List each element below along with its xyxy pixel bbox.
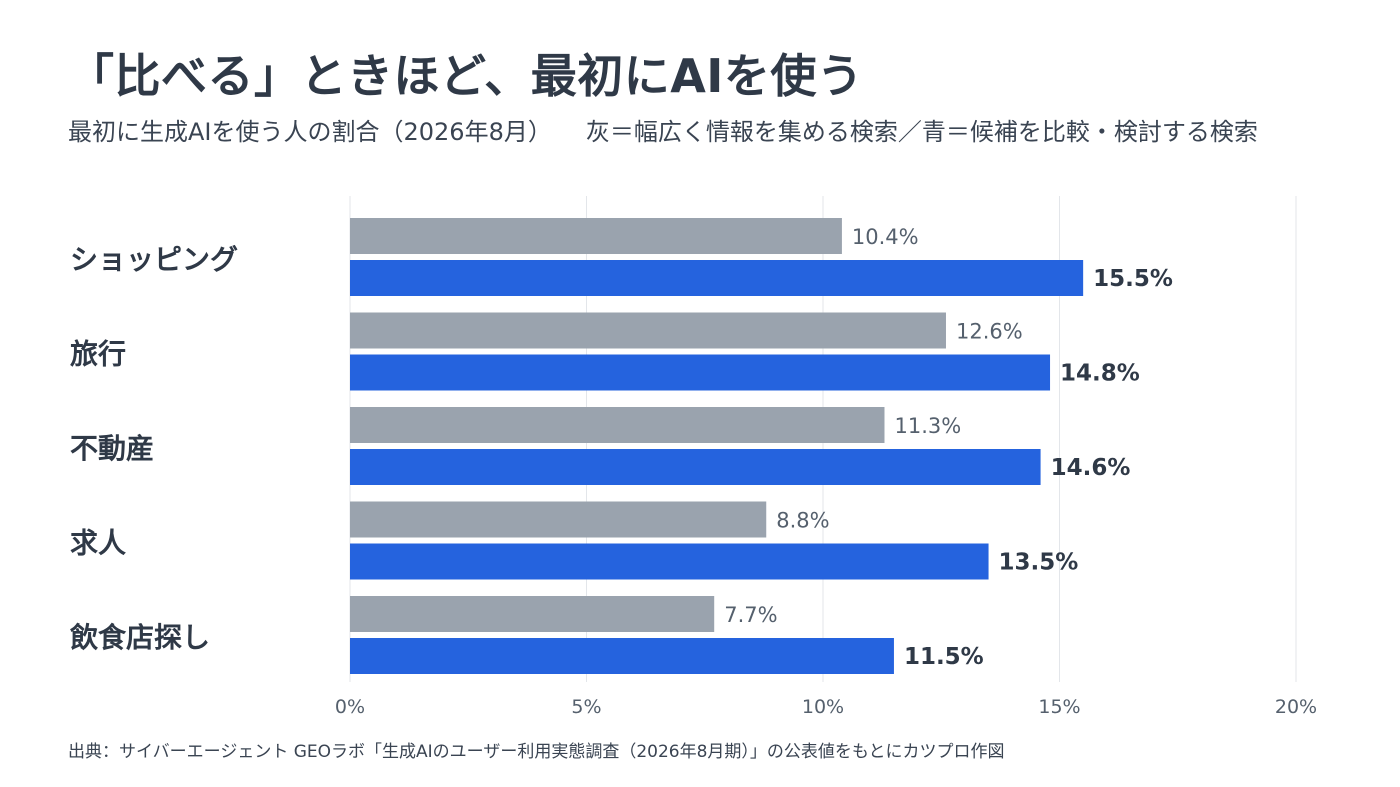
data-label: 12.6% <box>956 320 1023 344</box>
bar-blue <box>350 638 894 674</box>
data-label: 14.8% <box>1060 361 1140 387</box>
data-label: 13.5% <box>999 550 1079 576</box>
x-tick-label: 5% <box>571 696 601 718</box>
data-label: 14.6% <box>1051 455 1131 481</box>
x-tick-label: 0% <box>335 696 365 718</box>
bar-blue <box>350 260 1084 296</box>
bar-gray <box>350 218 842 254</box>
chart-title: 「比べる」ときほど、最初にAIを使う <box>68 49 864 103</box>
bar-blue <box>350 354 1051 391</box>
data-label: 15.5% <box>1093 266 1173 292</box>
legend-note: 灰＝幅広く情報を集める検索／青＝候補を比較・検討する検索 <box>585 118 1258 146</box>
data-label: 11.3% <box>894 414 961 438</box>
category-label: 旅行 <box>70 338 126 371</box>
bar-gray <box>350 312 946 349</box>
category-label: 不動産 <box>70 432 154 465</box>
data-label: 8.8% <box>776 509 829 533</box>
x-tick-label: 15% <box>1038 696 1080 718</box>
bar-gray <box>350 407 885 443</box>
data-label: 7.7% <box>724 603 777 627</box>
bar-blue <box>350 543 989 580</box>
subtitle-text: 最初に生成AIを使う人の割合（2026年8月） <box>68 118 552 146</box>
chart-subtitle: 最初に生成AIを使う人の割合（2026年8月） 灰＝幅広く情報を集める検索／青＝候… <box>68 112 1258 147</box>
data-label: 11.5% <box>904 644 984 670</box>
bar-blue <box>350 449 1041 485</box>
category-label: ショッピング <box>70 243 238 276</box>
bar-gray <box>350 501 767 538</box>
x-tick-label: 10% <box>802 696 844 718</box>
data-label: 10.4% <box>852 225 919 249</box>
category-label: 求人 <box>70 527 126 560</box>
bar-gray <box>350 596 715 632</box>
source-note: 出典：サイバーエージェント GEOラボ「生成AIのユーザー利用実態調査（2026… <box>68 742 1005 762</box>
category-label: 飲食店探し <box>70 621 210 654</box>
x-tick-label: 20% <box>1275 696 1317 718</box>
